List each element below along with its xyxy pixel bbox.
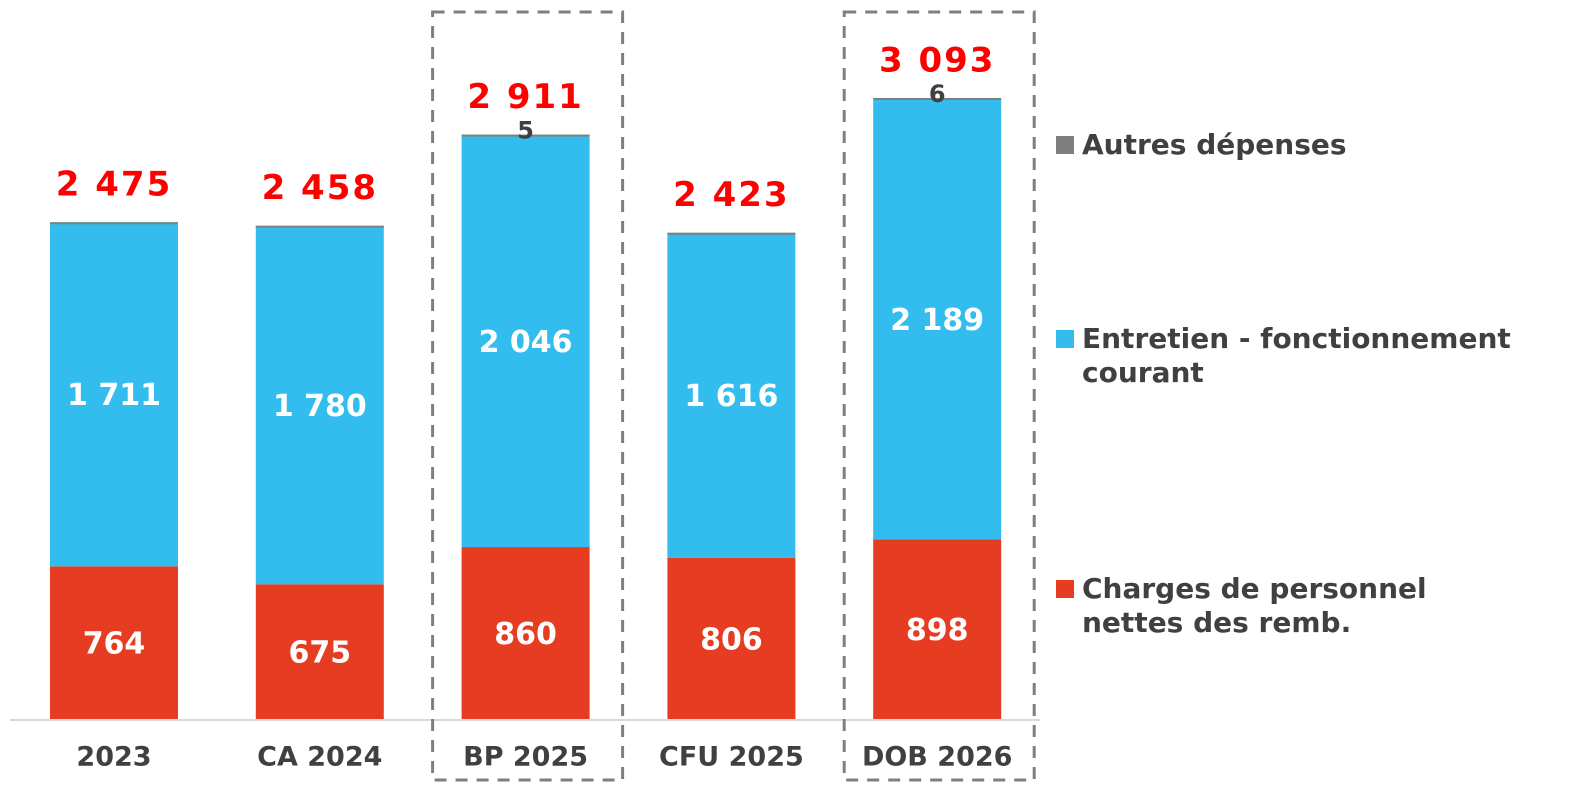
total-label: 3 093 — [879, 40, 995, 80]
legend-swatch — [1056, 580, 1074, 598]
legend-label: Charges de personnel nettes des remb. — [1082, 572, 1427, 639]
x-tick-label: DOB 2026 — [862, 742, 1013, 773]
legend-item: Charges de personnel nettes des remb. — [1056, 572, 1556, 640]
value-label: 5 — [517, 117, 534, 145]
bar-segment — [461, 547, 590, 720]
legend-item: Entretien - fonctionnement courant — [1056, 322, 1556, 390]
value-label: 675 — [288, 636, 351, 671]
bar-segment — [50, 222, 178, 225]
total-label: 2 911 — [467, 77, 583, 117]
value-label: 1 616 — [684, 379, 778, 414]
value-label: 860 — [494, 617, 557, 652]
x-tick-label: CFU 2025 — [659, 742, 804, 773]
value-label: 764 — [83, 627, 146, 662]
bar-segment — [255, 225, 384, 228]
x-tick-label: BP 2025 — [463, 742, 588, 773]
value-label: 1 780 — [273, 389, 367, 424]
x-tick-label: CA 2024 — [257, 742, 382, 773]
legend-swatch — [1056, 136, 1074, 154]
value-label: 898 — [906, 613, 969, 648]
value-label: 2 046 — [479, 325, 573, 360]
bar-segment — [667, 557, 796, 720]
bar-segment — [255, 584, 384, 720]
chart: 764 1 711 2 475 2023 675 1 780 2 458 CA 2024 860… — [10, 10, 1040, 782]
bar-segment — [667, 232, 796, 558]
legend-item: Autres dépenses — [1056, 128, 1556, 162]
bar-segment — [461, 134, 590, 137]
bar-segment — [255, 226, 384, 585]
highlight-box — [842, 10, 1036, 782]
total-label: 2 458 — [262, 168, 378, 208]
legend-label: Autres dépenses — [1082, 128, 1347, 161]
value-label: 6 — [929, 80, 946, 108]
value-label: 2 189 — [890, 303, 984, 338]
legend-swatch — [1056, 330, 1074, 348]
bar-segment — [50, 566, 178, 720]
total-label: 2 423 — [673, 175, 789, 215]
value-label: 806 — [700, 622, 763, 657]
legend-label: Entretien - fonctionnement courant — [1082, 322, 1511, 389]
bar-segment — [873, 539, 1002, 720]
highlight-box — [431, 10, 625, 782]
bar-segment — [873, 97, 1002, 100]
value-label: 1 711 — [67, 378, 161, 413]
bar-segment — [667, 232, 796, 235]
bar-segment — [873, 99, 1002, 540]
x-tick-label: 2023 — [76, 742, 151, 773]
total-label: 2 475 — [56, 165, 172, 205]
bar-segment — [461, 135, 590, 548]
bar-segment — [50, 222, 178, 567]
